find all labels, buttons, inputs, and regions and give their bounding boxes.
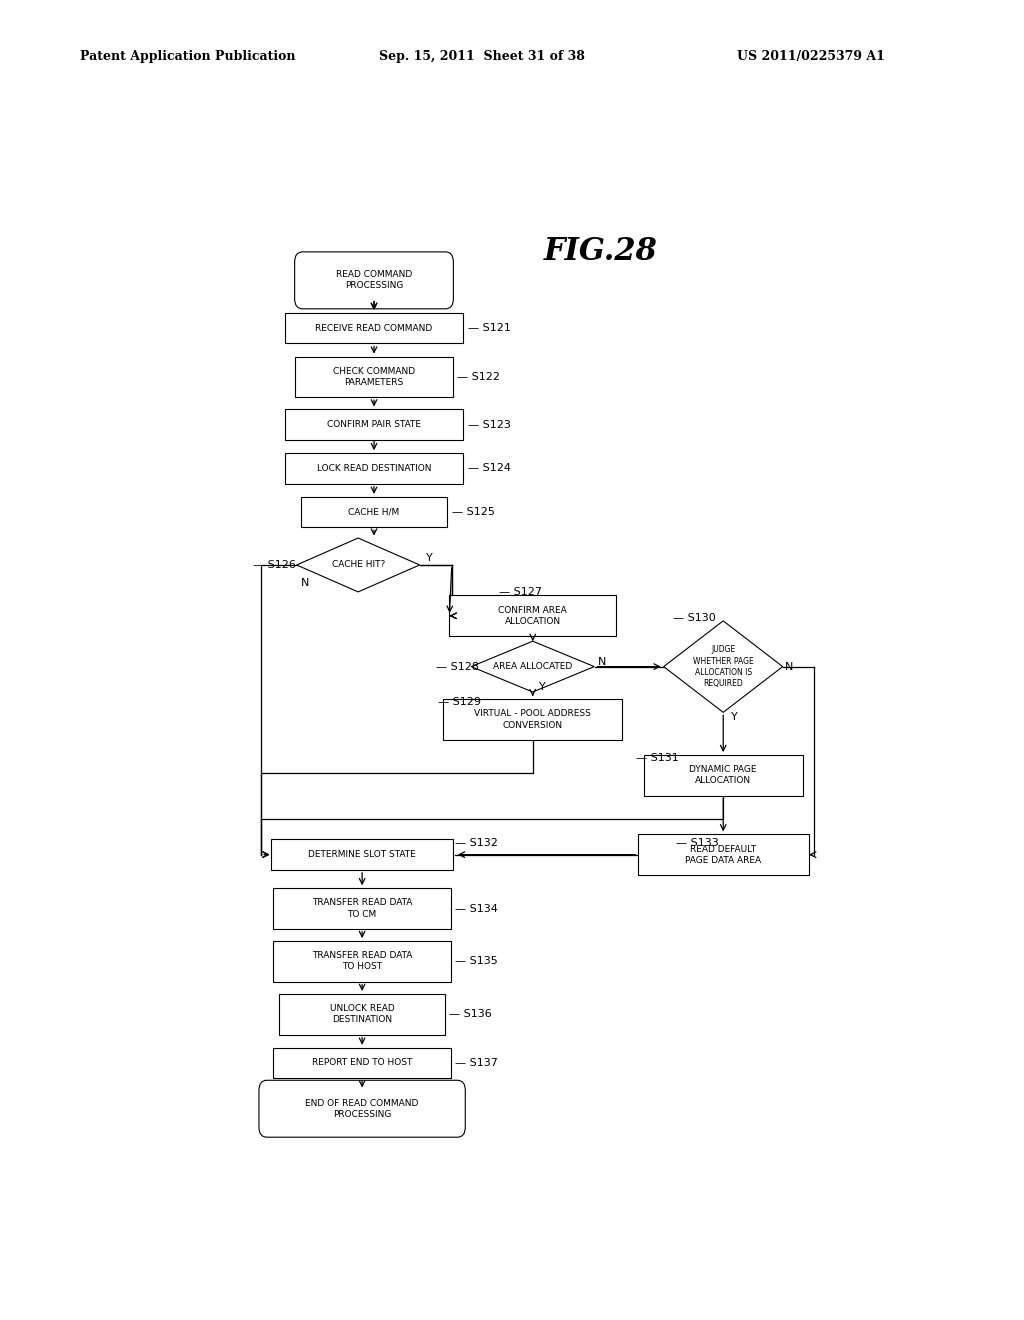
Text: — S130: — S130: [673, 612, 716, 623]
FancyBboxPatch shape: [644, 755, 803, 796]
FancyBboxPatch shape: [295, 356, 454, 397]
Text: Y: Y: [539, 682, 546, 692]
Text: N: N: [598, 656, 606, 667]
Polygon shape: [664, 620, 782, 713]
FancyBboxPatch shape: [295, 252, 454, 309]
Text: DETERMINE SLOT STATE: DETERMINE SLOT STATE: [308, 850, 416, 859]
FancyBboxPatch shape: [450, 595, 616, 636]
Text: VIRTUAL - POOL ADDRESS
CONVERSION: VIRTUAL - POOL ADDRESS CONVERSION: [474, 709, 591, 730]
Text: — S132: — S132: [455, 838, 498, 849]
Text: — S136: — S136: [450, 1010, 493, 1019]
Text: — S123: — S123: [468, 420, 511, 430]
FancyBboxPatch shape: [272, 888, 452, 929]
Text: — S131: — S131: [636, 754, 679, 763]
Text: LOCK READ DESTINATION: LOCK READ DESTINATION: [316, 463, 431, 473]
FancyBboxPatch shape: [259, 1080, 465, 1138]
Text: US 2011/0225379 A1: US 2011/0225379 A1: [737, 50, 885, 63]
Text: Y: Y: [731, 713, 738, 722]
Text: UNLOCK READ
DESTINATION: UNLOCK READ DESTINATION: [330, 1005, 394, 1024]
FancyBboxPatch shape: [270, 840, 454, 870]
FancyBboxPatch shape: [285, 313, 463, 343]
Text: CHECK COMMAND
PARAMETERS: CHECK COMMAND PARAMETERS: [333, 367, 415, 387]
FancyBboxPatch shape: [272, 1048, 452, 1078]
Text: REPORT END TO HOST: REPORT END TO HOST: [312, 1059, 413, 1068]
FancyBboxPatch shape: [443, 700, 622, 739]
Text: — S134: — S134: [455, 903, 498, 913]
Text: N: N: [785, 661, 794, 672]
FancyBboxPatch shape: [301, 496, 447, 528]
Text: READ DEFAULT
PAGE DATA AREA: READ DEFAULT PAGE DATA AREA: [685, 845, 761, 865]
Text: TRANSFER READ DATA
TO CM: TRANSFER READ DATA TO CM: [312, 899, 413, 919]
Text: RECEIVE READ COMMAND: RECEIVE READ COMMAND: [315, 323, 433, 333]
Text: CONFIRM PAIR STATE: CONFIRM PAIR STATE: [327, 420, 421, 429]
Text: Sep. 15, 2011  Sheet 31 of 38: Sep. 15, 2011 Sheet 31 of 38: [379, 50, 585, 63]
Text: DYNAMIC PAGE
ALLOCATION: DYNAMIC PAGE ALLOCATION: [689, 766, 757, 785]
FancyBboxPatch shape: [638, 834, 809, 875]
Text: AREA ALLOCATED: AREA ALLOCATED: [494, 663, 572, 671]
FancyBboxPatch shape: [279, 994, 445, 1035]
Text: JUDGE
WHETHER PAGE
ALLOCATION IS
REQUIRED: JUDGE WHETHER PAGE ALLOCATION IS REQUIRE…: [693, 645, 754, 688]
Text: — S124: — S124: [468, 463, 511, 474]
Text: READ COMMAND
PROCESSING: READ COMMAND PROCESSING: [336, 271, 412, 290]
Text: FIG.28: FIG.28: [544, 236, 657, 268]
Text: Y: Y: [426, 553, 432, 562]
Text: — S125: — S125: [452, 507, 495, 517]
FancyBboxPatch shape: [285, 409, 463, 440]
Polygon shape: [297, 539, 420, 591]
Text: Patent Application Publication: Patent Application Publication: [80, 50, 295, 63]
Text: TRANSFER READ DATA
TO HOST: TRANSFER READ DATA TO HOST: [312, 952, 413, 972]
Text: — S133: — S133: [676, 838, 718, 849]
Text: — S122: — S122: [458, 372, 501, 381]
Text: END OF READ COMMAND
PROCESSING: END OF READ COMMAND PROCESSING: [305, 1098, 419, 1119]
Text: — S127: — S127: [500, 587, 543, 598]
Text: — S137: — S137: [455, 1059, 498, 1068]
FancyBboxPatch shape: [285, 453, 463, 483]
Text: N: N: [301, 578, 309, 589]
Text: — S121: — S121: [468, 323, 511, 333]
Text: — S126: — S126: [253, 560, 296, 570]
Text: CACHE H/M: CACHE H/M: [348, 508, 399, 516]
Text: — S135: — S135: [455, 957, 498, 966]
Text: CACHE HIT?: CACHE HIT?: [332, 561, 385, 569]
Text: — S128: — S128: [436, 661, 479, 672]
Text: — S129: — S129: [437, 697, 480, 708]
Polygon shape: [471, 642, 594, 692]
Text: CONFIRM AREA
ALLOCATION: CONFIRM AREA ALLOCATION: [499, 606, 567, 626]
FancyBboxPatch shape: [272, 941, 452, 982]
